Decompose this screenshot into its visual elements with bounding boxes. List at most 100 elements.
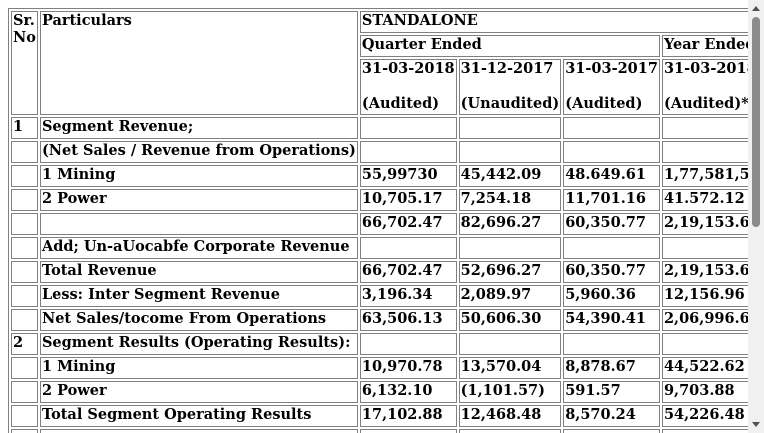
scroll-down-arrow-icon[interactable] (748, 416, 764, 433)
table-row: 2 Power6,132.10(1,101.57)591.579,703.887… (11, 381, 748, 403)
value-cell: 52,696.27 (458, 261, 562, 283)
sr-no-cell (11, 141, 38, 163)
table-row: 2 Segment Results (Operating Results): (11, 333, 748, 355)
value-cell: 55,99730 (359, 165, 457, 187)
sr-no-label-line2: No (13, 29, 36, 46)
sr-no-label-line1: Sr. (13, 12, 35, 29)
quarter-ended-header: Quarter Ended (359, 35, 660, 57)
table-row: Net Sales/tocome From Operations 63,506.1… (11, 309, 748, 331)
audit-status-label: (Audited) (565, 95, 643, 112)
value-cell (458, 237, 562, 259)
value-cell: 2,06,996.69 (661, 309, 748, 331)
value-cell: 2,19,153.65 (661, 261, 748, 283)
table-row: (Net Sales / Revenue from Operations) (11, 141, 748, 163)
value-cell: 66,702.47 (359, 213, 457, 235)
value-cell (563, 333, 660, 355)
table-row: Total Revenue 66,702.47 52,696.27 60,350.77… (11, 261, 748, 283)
particulars-cell: Add; Un-aUocabfe Corporate Revenue (39, 237, 358, 259)
value-cell (563, 429, 660, 433)
value-cell (563, 237, 660, 259)
value-cell: 3,196.34 (359, 285, 457, 307)
sr-no-cell (11, 165, 38, 187)
table-row: 1 Segment Revenue; (11, 117, 748, 139)
value-cell: 60,350.77 (563, 213, 660, 235)
value-cell (661, 429, 748, 433)
sr-no-cell (11, 429, 38, 433)
particulars-cell: Less: Inter Segment Revenue (39, 285, 358, 307)
value-cell (458, 141, 562, 163)
particulars-cell: 2 Power (39, 189, 358, 211)
sr-no-cell (11, 381, 38, 403)
value-cell: 2,089.97 (458, 285, 562, 307)
particulars-cell: Total Segment Operating Results (39, 405, 358, 427)
particulars-cell: Total Revenue (39, 261, 358, 283)
value-cell: 66,702.47 (359, 261, 457, 283)
value-cell: 12,468.48 (458, 405, 562, 427)
value-cell: 45,442.09 (458, 165, 562, 187)
sr-no-cell (11, 213, 38, 235)
value-cell: 5,960.36 (563, 285, 660, 307)
sr-no-cell (11, 285, 38, 307)
table-row: 1 Mining 55,99730 45,442.09 48.649.61 1,77,5… (11, 165, 748, 187)
date-label: 31-03-2017 (565, 60, 658, 77)
value-cell: 13,570.04 (458, 357, 562, 379)
vertical-scrollbar[interactable] (748, 0, 764, 433)
value-cell (661, 333, 748, 355)
value-cell: 10,970.78 (359, 357, 457, 379)
value-cell (458, 117, 562, 139)
value-cell (359, 117, 457, 139)
value-cell (661, 237, 748, 259)
value-cell: 1,77,581,53 (661, 165, 748, 187)
value-cell: 7,254.18 (458, 189, 562, 211)
value-cell: 12,156.96 (661, 285, 748, 307)
particulars-cell (39, 429, 358, 433)
date-header-cell: 31-03-2018 (Audited) (359, 59, 457, 115)
table-row: Total Segment Operating Results 17,102.88… (11, 405, 748, 427)
standalone-financial-table: Sr. No Particulars STANDALONE Quarter En… (8, 8, 748, 433)
value-cell (359, 237, 457, 259)
year-ended-header: Year Ended (661, 35, 748, 57)
standalone-header: STANDALONE (359, 11, 748, 33)
sr-no-cell (11, 309, 38, 331)
value-cell (661, 141, 748, 163)
value-cell: 54,226.48 (661, 405, 748, 427)
value-cell: 41.572.12 (661, 189, 748, 211)
value-cell (563, 117, 660, 139)
value-cell: 6,132.10 (359, 381, 457, 403)
value-cell: 48.649.61 (563, 165, 660, 187)
table-row: 66,702.4782,696.2760,350.772,19,153.651,… (11, 213, 748, 235)
particulars-cell: (Net Sales / Revenue from Operations) (39, 141, 358, 163)
table-row (11, 429, 748, 433)
audit-status-label: (Unaudited) (460, 95, 560, 112)
value-cell (458, 333, 562, 355)
date-header-cell: 31-12-2017 (Unaudited) (458, 59, 562, 115)
value-cell: 63,506.13 (359, 309, 457, 331)
value-cell: 17,102.88 (359, 405, 457, 427)
table-row: 2 Power 10,705.17 7,254.18 11,701.16 41.572.… (11, 189, 748, 211)
scroll-up-arrow-icon[interactable] (748, 0, 764, 17)
value-cell: 11,701.16 (563, 189, 660, 211)
header-row-periods: Quarter Ended Year Ended (11, 35, 748, 57)
value-cell: 54,390.41 (563, 309, 660, 331)
particulars-cell: 1 Mining (39, 165, 358, 187)
table-row: Add; Un-aUocabfe Corporate Revenue (11, 237, 748, 259)
particulars-header: Particulars (39, 11, 358, 115)
particulars-cell: Net Sales/tocome From Operations (39, 309, 358, 331)
particulars-cell: 2 Power (39, 381, 358, 403)
value-cell (359, 141, 457, 163)
sr-no-cell (11, 261, 38, 283)
value-cell: 8,878.67 (563, 357, 660, 379)
value-cell: 8,570.24 (563, 405, 660, 427)
date-label: 31-03-2018 (663, 60, 748, 77)
table-row: 1 Mining 10,970.78 13,570.04 8,878.67 44,522… (11, 357, 748, 379)
audit-status-label: (Audited) (361, 95, 440, 112)
value-cell: 44,522.62 (661, 357, 748, 379)
scrollbar-thumb[interactable] (752, 17, 760, 227)
sr-no-cell (11, 237, 38, 259)
particulars-cell: Segment Revenue; (39, 117, 358, 139)
value-cell (359, 429, 457, 433)
value-cell (359, 333, 457, 355)
particulars-cell: 1 Mining (39, 357, 358, 379)
sr-no-cell: 1 (11, 117, 38, 139)
sr-no-cell (11, 357, 38, 379)
